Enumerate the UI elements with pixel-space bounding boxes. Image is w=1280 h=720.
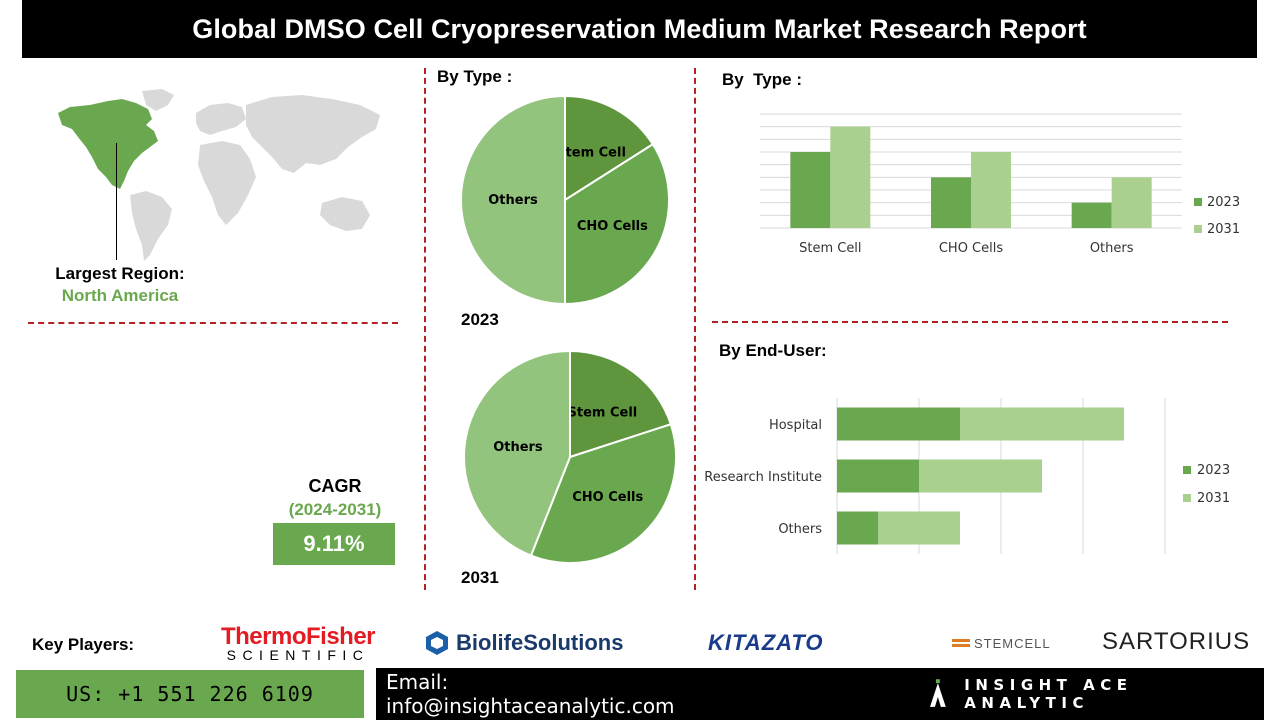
bar-2023 bbox=[931, 177, 971, 228]
bar-2031 bbox=[971, 152, 1011, 228]
bar-2031 bbox=[919, 459, 1042, 493]
biolife-logo-text: BiolifeSolutions bbox=[456, 630, 624, 655]
key-players-label: Key Players: bbox=[32, 635, 135, 654]
largest-region-value: North America bbox=[61, 286, 179, 305]
divider-center-right bbox=[694, 68, 696, 590]
map-europe bbox=[196, 103, 246, 135]
y-tick-label: Hospital bbox=[769, 418, 822, 433]
insightace-logo-icon bbox=[929, 679, 946, 707]
sartorius-logo: SARTORIUS bbox=[1102, 628, 1250, 656]
pie-label: Stem Cell bbox=[568, 405, 638, 420]
pie-label: CHO Cells bbox=[577, 219, 648, 234]
footer-bar: Email: info@insightaceanalytic.com INSIG… bbox=[376, 668, 1264, 720]
kitazato-logo-text: KITAZATO bbox=[708, 630, 824, 655]
pie-chart-2023: Stem Cell CHO Cells Others bbox=[460, 94, 670, 306]
x-tick-label: CHO Cells bbox=[939, 241, 1004, 256]
bar-2023 bbox=[790, 152, 831, 228]
pie-label: Stem Cell bbox=[556, 146, 626, 161]
thermofisher-logo: ThermoFisher SCIENTIFIC bbox=[208, 623, 388, 663]
region-pointer-line bbox=[116, 143, 117, 260]
type-bar-section-label: By Type : bbox=[722, 70, 802, 89]
pie-label: Others bbox=[488, 193, 538, 208]
bar-2031 bbox=[960, 407, 1124, 441]
x-tick-label: Others bbox=[1090, 241, 1134, 256]
page-title: Global DMSO Cell Cryopreservation Medium… bbox=[22, 0, 1257, 58]
x-tick-label: Stem Cell bbox=[799, 241, 861, 256]
legend-label: 2023 bbox=[1207, 195, 1240, 210]
bar-2031 bbox=[830, 126, 871, 228]
thermofisher-logo-line1: ThermoFisher bbox=[220, 623, 376, 650]
pie-slice-others bbox=[463, 349, 571, 557]
divider-right-horizontal bbox=[712, 321, 1228, 323]
legend-label: 2031 bbox=[1207, 222, 1240, 237]
bar-2031 bbox=[878, 511, 960, 545]
world-map bbox=[58, 89, 380, 261]
stemcell-logo: STEMCELL bbox=[952, 636, 1051, 651]
kitazato-logo: KITAZATO bbox=[708, 630, 824, 656]
stemcell-mark-icon bbox=[952, 638, 970, 647]
map-north-america bbox=[58, 99, 158, 189]
pie-label: CHO Cells bbox=[572, 490, 643, 505]
footer-brand: INSIGHT ACE ANALYTIC bbox=[964, 676, 1133, 712]
enduser-bar-chart: Hospital Research Institute Others 2023 2031 bbox=[704, 398, 1230, 554]
bar-2023 bbox=[837, 459, 919, 493]
cagr-period: (2024-2031) bbox=[288, 500, 382, 519]
biolife-hex-icon bbox=[426, 631, 448, 655]
map-south-america bbox=[130, 191, 172, 261]
pie-2023-year: 2023 bbox=[461, 310, 499, 329]
divider-center-left bbox=[424, 68, 426, 590]
pie-2031-year: 2031 bbox=[461, 568, 499, 587]
footer-phone: US: +1 551 226 6109 bbox=[16, 670, 364, 718]
legend-label: 2031 bbox=[1197, 491, 1230, 506]
legend-swatch bbox=[1183, 494, 1191, 502]
sartorius-logo-text: SARTORIUS bbox=[1102, 628, 1251, 655]
map-greenland bbox=[142, 89, 174, 111]
enduser-section-label: By End-User: bbox=[719, 341, 827, 360]
pie-slice-cho-cells bbox=[529, 422, 677, 564]
cagr-value: 9.11% bbox=[273, 523, 395, 565]
legend-swatch bbox=[1194, 198, 1202, 206]
legend-swatch bbox=[1183, 466, 1191, 474]
legend-swatch bbox=[1194, 225, 1202, 233]
map-australia bbox=[320, 197, 370, 231]
legend-label: 2023 bbox=[1197, 463, 1230, 478]
bar-2031 bbox=[1111, 177, 1152, 228]
stemcell-logo-text: STEMCELL bbox=[974, 636, 1051, 651]
largest-region-label: Largest Region: bbox=[55, 264, 185, 283]
pie-slice-others bbox=[460, 94, 566, 306]
pie-section-label: By Type : bbox=[437, 67, 513, 86]
bar-2023 bbox=[837, 407, 960, 441]
pie-slice-cho-cells bbox=[564, 142, 670, 306]
bar-2023 bbox=[837, 511, 878, 545]
y-tick-label: Research Institute bbox=[704, 470, 822, 485]
cagr-title: CAGR bbox=[308, 476, 362, 496]
bar-2023 bbox=[1071, 202, 1112, 228]
map-africa bbox=[198, 141, 256, 225]
pie-chart-2031: Stem Cell CHO Cells Others bbox=[463, 349, 677, 564]
y-tick-label: Others bbox=[778, 522, 822, 537]
map-asia bbox=[246, 95, 380, 173]
pie-label: Others bbox=[493, 440, 543, 455]
divider-left-horizontal bbox=[28, 322, 398, 324]
pie-slice-stem-cell bbox=[564, 94, 655, 202]
footer-email: Email: info@insightaceanalytic.com bbox=[386, 670, 675, 718]
biolife-logo: BiolifeSolutions bbox=[424, 630, 623, 656]
thermofisher-logo-line2: SCIENTIFIC bbox=[226, 647, 370, 663]
pie-slice-stem-cell bbox=[569, 349, 673, 459]
type-bar-chart: Stem Cell CHO Cells Others 2023 2031 bbox=[760, 113, 1240, 256]
